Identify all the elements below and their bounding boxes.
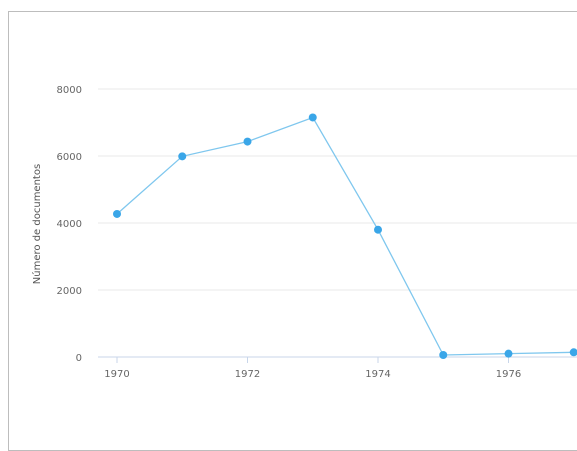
- x-tick-label: 1976: [496, 369, 521, 380]
- data-point[interactable]: [374, 225, 382, 234]
- data-point[interactable]: [569, 348, 577, 357]
- x-tick-label: 1972: [235, 369, 260, 380]
- data-point[interactable]: [243, 137, 252, 146]
- y-axis-ticks: 0 2000 4000 6000 8000: [57, 85, 82, 364]
- y-tick-label: 0: [76, 353, 82, 364]
- data-point[interactable]: [308, 113, 317, 122]
- y-tick-label: 8000: [57, 85, 82, 96]
- x-tick-label: 1974: [365, 369, 390, 380]
- x-axis-ticks: 1970 1972 1974 1976: [104, 357, 521, 380]
- x-tick-label: 1970: [104, 369, 129, 380]
- y-tick-label: 2000: [57, 286, 82, 297]
- data-point[interactable]: [439, 350, 448, 359]
- series-layer: [113, 113, 577, 359]
- data-point[interactable]: [178, 152, 187, 161]
- y-axis-title: Número de documentos: [31, 164, 43, 284]
- line-chart: 0 2000 4000 6000 8000 1970 1972 1974 1976 Númer…: [31, 85, 577, 380]
- series-line: [116, 116, 574, 356]
- chart-frame: [8, 11, 577, 451]
- data-point[interactable]: [504, 349, 513, 358]
- gridlines: [98, 88, 577, 291]
- data-point[interactable]: [113, 209, 121, 218]
- y-tick-label: 4000: [57, 219, 82, 230]
- y-tick-label: 6000: [57, 152, 82, 163]
